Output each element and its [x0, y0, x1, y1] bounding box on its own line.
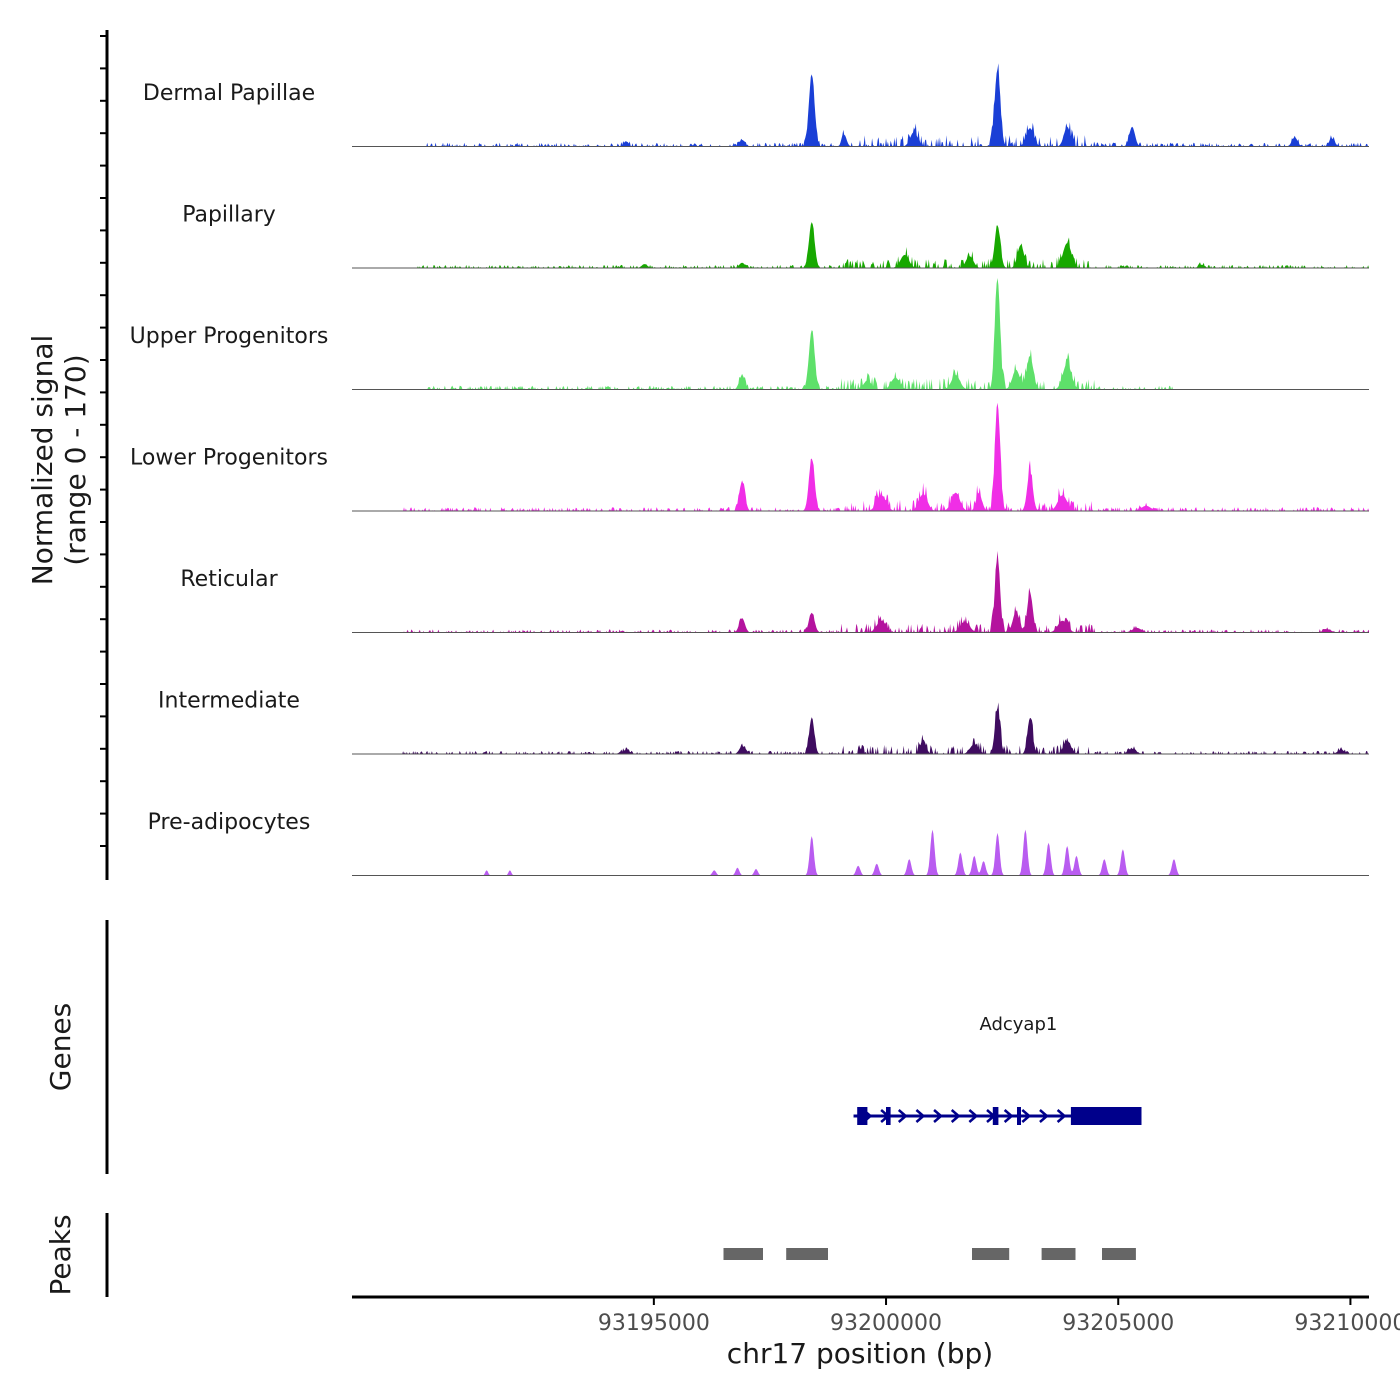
strand-arrow	[915, 1109, 926, 1123]
series-area-4	[352, 402, 1369, 511]
exon-1	[857, 1107, 868, 1125]
x-tick-label-4: 93210000	[1294, 1311, 1400, 1336]
y-axis-title-line1: Normalized signal	[26, 335, 59, 586]
strand-arrow	[1021, 1109, 1032, 1123]
series-area-5	[352, 550, 1369, 633]
strand-arrow	[950, 1109, 961, 1123]
x-tick-label-3: 93205000	[1062, 1311, 1174, 1336]
track-name-1: Dermal Papillae	[143, 81, 315, 106]
strand-arrow	[933, 1109, 943, 1123]
x-axis: 93195000 93200000 93205000 93210000	[598, 1297, 1400, 1336]
track-name-3: Upper Progenitors	[130, 324, 329, 349]
x-tick-label-1: 93195000	[598, 1311, 710, 1336]
x-axis-title: chr17 position (bp)	[727, 1337, 993, 1370]
peak-regions	[723, 1248, 1136, 1260]
track-name-4: Lower Progenitors	[130, 446, 328, 471]
peak-region-2	[786, 1248, 828, 1260]
track-name-2: Papillary	[182, 203, 276, 228]
exon-3	[992, 1107, 999, 1125]
peaks-track-label: Peaks	[44, 1214, 77, 1295]
peak-region-1	[723, 1248, 763, 1260]
y-axis-title-line2: (range 0 - 170)	[59, 354, 92, 565]
track-name-6: Intermediate	[158, 689, 300, 714]
peak-region-3	[972, 1248, 1010, 1260]
track-name-5: Reticular	[180, 567, 278, 592]
series-area-7	[352, 829, 1369, 876]
coverage-tracks	[352, 63, 1369, 876]
track-name-7: Pre-adipocytes	[148, 810, 311, 835]
exon-4	[1017, 1107, 1021, 1125]
peak-region-4	[1041, 1248, 1076, 1260]
x-tick-label-2: 93200000	[830, 1311, 942, 1336]
series-area-2	[352, 222, 1369, 268]
gene-model	[853, 1107, 1142, 1125]
coverage-y-axis	[100, 30, 109, 880]
exon-2	[886, 1107, 891, 1125]
strand-arrow	[968, 1109, 979, 1123]
track-names: Dermal Papillae Papillary Upper Progenitor…	[130, 81, 329, 835]
series-area-1	[352, 63, 1369, 147]
gene-name-label: Adcyap1	[979, 1014, 1057, 1035]
genes-track-label: Genes	[44, 1003, 77, 1091]
peak-region-5	[1102, 1248, 1136, 1260]
strand-arrow	[1003, 1109, 1014, 1123]
exon-5	[1070, 1107, 1142, 1125]
strand-arrow	[1039, 1109, 1049, 1123]
y-axis-title: Normalized signal (range 0 - 170)	[26, 335, 92, 586]
strand-arrow	[1056, 1109, 1067, 1123]
strand-arrow	[897, 1109, 908, 1123]
series-area-6	[352, 702, 1369, 754]
series-area-3	[352, 278, 1369, 390]
